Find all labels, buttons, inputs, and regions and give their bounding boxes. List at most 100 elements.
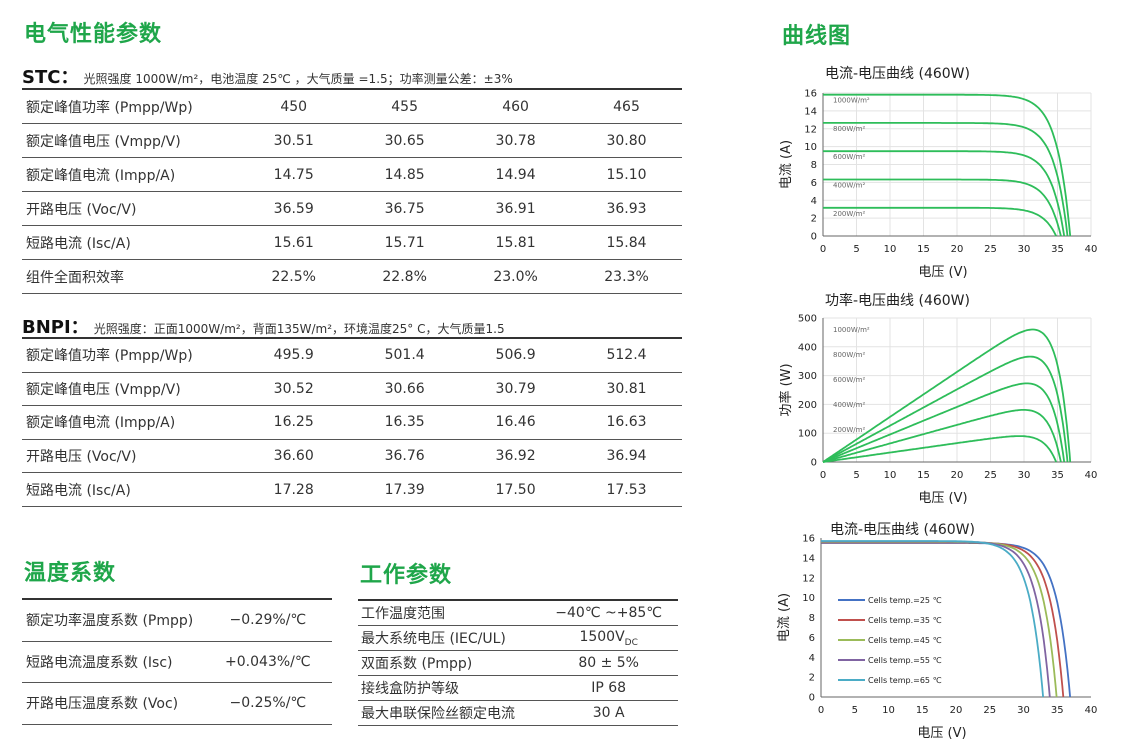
table-row: 接线盒防护等级 IP 68 <box>358 676 678 701</box>
table-row: 工作温度范围 −40℃ ~+85℃ <box>358 601 678 626</box>
series-line <box>822 409 1062 463</box>
table-row: 短路电流温度系数 (Isc) +0.043%/℃ <box>22 642 332 683</box>
cell-value: 36.75 <box>384 200 425 217</box>
table-row: 短路电流 (Isc/A) 17.28 17.39 17.50 17.53 <box>22 473 682 507</box>
x-axis-label: 电压 (V) <box>917 726 966 741</box>
series-line <box>823 178 1062 237</box>
x-tick-label: 40 <box>1085 244 1098 255</box>
row-label: 开路电压 (Voc/V) <box>26 449 137 466</box>
cell-value: 14.85 <box>384 166 425 183</box>
row-label: 额定峰值电压 (Vmpp/V) <box>26 381 181 398</box>
cell-value: −40℃ ~+85℃ <box>539 605 678 621</box>
row-label: 开路电压温度系数 (Voc) <box>26 696 179 713</box>
table-row: 额定峰值电压 (Vmpp/V) 30.52 30.66 30.79 30.81 <box>22 373 682 407</box>
x-tick-label: 0 <box>818 705 824 716</box>
stc-label: STC： <box>22 67 79 88</box>
cell-value: 16.63 <box>606 414 647 431</box>
series-label: 200W/m² <box>833 210 865 218</box>
series-line <box>823 150 1066 237</box>
cell-value: 30.78 <box>495 132 536 149</box>
cell-value: 30.65 <box>384 132 425 149</box>
chart-1: 电流-电压曲线 (460W) 0 5 10 15 20 25 30 35 40 0 2 4 6 8 10 12 1… <box>779 66 1097 280</box>
y-tick-label: 6 <box>809 633 815 644</box>
x-tick-label: 5 <box>852 705 858 716</box>
legend-label: Cells temp.=35 ℃ <box>868 616 942 625</box>
y-tick-label: 14 <box>804 106 817 117</box>
series-line <box>822 382 1066 463</box>
row-label: 额定峰值功率 (Pmpp/Wp) <box>26 348 193 365</box>
table-row: 额定峰值电压 (Vmpp/V) 30.51 30.65 30.78 30.80 <box>22 124 682 158</box>
bnpi-table: 额定峰值功率 (Pmpp/Wp) 495.9 501.4 506.9 512.4 额定峰值… <box>22 337 682 507</box>
table-row: 开路电压温度系数 (Voc) −0.25%/℃ <box>22 683 332 725</box>
y-tick-label: 0 <box>809 693 815 704</box>
cell-value: 30 A <box>539 705 678 721</box>
x-tick-label: 0 <box>820 244 826 255</box>
row-label: 短路电流 (Isc/A) <box>26 235 131 252</box>
cell-value: 36.76 <box>384 448 425 465</box>
y-tick-label: 8 <box>811 160 817 171</box>
y-tick-label: 10 <box>804 142 817 153</box>
bnpi-conditions-text: 光照强度：正面1000W/m²，背面135W/m²，环境温度25° C，大气质量… <box>93 322 505 336</box>
chart-title: 电流-电压曲线 (460W) <box>830 522 975 538</box>
curves-title: 曲线图 <box>782 24 852 49</box>
series-label: 600W/m² <box>833 376 865 384</box>
cell-value: 495.9 <box>273 347 314 364</box>
x-tick-label: 25 <box>984 470 997 481</box>
cell-value: 16.46 <box>495 414 536 431</box>
table-row: 额定峰值功率 (Pmpp/Wp) 495.9 501.4 506.9 512.4 <box>22 339 682 373</box>
value-text: −0.29%/℃ <box>229 612 307 629</box>
x-tick-label: 30 <box>1017 705 1030 716</box>
y-tick-label: 200 <box>798 400 817 411</box>
electrical-title: 电气性能参数 <box>24 22 163 47</box>
row-label: 短路电流 (Isc/A) <box>26 482 131 499</box>
x-tick-label: 20 <box>951 470 964 481</box>
table-row: 双面系数 (Pmpp) 80 ± 5% <box>358 651 678 676</box>
cell-value: 80 ± 5% <box>539 655 678 671</box>
cell-value: 17.53 <box>606 481 647 498</box>
row-label: 最大系统电压 (IEC/UL) <box>361 631 506 647</box>
cell-value: 501.4 <box>384 347 425 364</box>
value-text: −0.25%/℃ <box>229 695 307 712</box>
series-line <box>823 93 1072 237</box>
x-axis-label: 电压 (V) <box>918 265 967 280</box>
cell-value: −0.25%/℃ <box>204 695 332 711</box>
y-axis-label: 功率 (W) <box>778 363 794 416</box>
series-line <box>821 540 1044 698</box>
cell-value: 450 <box>280 98 308 115</box>
cell-value: 30.52 <box>273 380 314 397</box>
series-label: 1000W/m² <box>833 97 870 105</box>
y-tick-label: 2 <box>811 214 817 225</box>
series-line <box>822 355 1069 463</box>
value-text: 1500V <box>579 628 625 645</box>
cell-value: 30.51 <box>273 132 314 149</box>
value-text: 80 ± 5% <box>578 655 639 671</box>
legend-label: Cells temp.=55 ℃ <box>868 656 942 665</box>
cell-value: 14.75 <box>273 166 314 183</box>
bnpi-label: BNPI： <box>22 317 89 338</box>
x-tick-label: 30 <box>1018 244 1031 255</box>
row-label: 额定峰值电压 (Vmpp/V) <box>26 133 181 150</box>
cell-value: 22.8% <box>382 268 427 285</box>
cell-value: 17.28 <box>273 481 314 498</box>
temperature-table: 额定功率温度系数 (Pmpp) −0.29%/℃ 短路电流温度系数 (Isc) +0.… <box>22 598 332 725</box>
cell-value: 30.66 <box>384 380 425 397</box>
cell-value: IP 68 <box>539 680 678 696</box>
x-tick-label: 15 <box>916 705 929 716</box>
cell-value: 455 <box>391 98 418 115</box>
cell-value: 512.4 <box>606 347 647 364</box>
cell-value: 1500VDC <box>539 629 678 648</box>
series-line <box>822 328 1072 463</box>
x-tick-label: 35 <box>1051 470 1064 481</box>
y-tick-label: 16 <box>804 89 817 100</box>
row-label: 接线盒防护等级 <box>361 681 459 697</box>
y-tick-label: 100 <box>798 429 817 440</box>
cell-value: 14.94 <box>495 166 536 183</box>
cell-value: 15.81 <box>495 234 536 251</box>
cell-value: 17.39 <box>384 481 425 498</box>
cell-value: 22.5% <box>271 268 316 285</box>
row-label: 工作温度范围 <box>361 606 445 622</box>
operating-title: 工作参数 <box>360 563 453 588</box>
cell-value: 23.0% <box>493 268 538 285</box>
table-row: 额定功率温度系数 (Pmpp) −0.29%/℃ <box>22 600 332 642</box>
cell-value: 36.94 <box>606 448 647 465</box>
